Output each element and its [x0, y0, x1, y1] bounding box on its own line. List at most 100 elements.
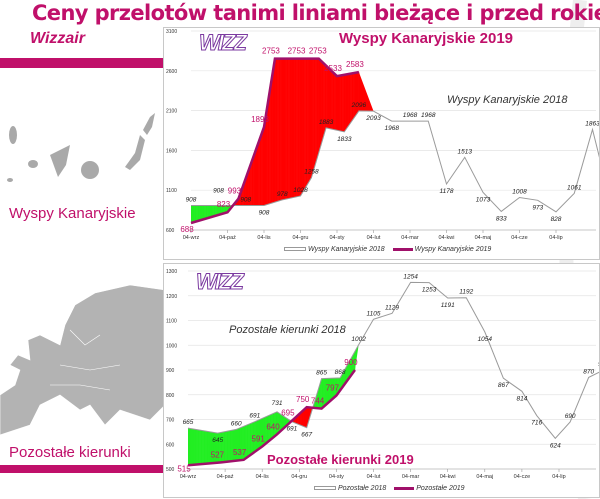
series-title-2018: Wyspy Kanaryjskie 2018: [447, 94, 568, 106]
data-label-2018: 1191: [441, 302, 455, 309]
chart-canvas: 500 600 700 800 900 1000 1100 1200 1300 04-wrz 04-…: [166, 269, 599, 480]
x-tick-label: 04-gru: [293, 235, 309, 241]
data-label-2018: 870: [583, 368, 594, 375]
data-label-2018: 865: [316, 370, 327, 377]
region-label-canary: Wyspy Kanaryjskie: [9, 205, 136, 222]
data-label-2018: 908: [259, 209, 270, 216]
chart-legend: Pozostałe 2018 Pozostałe 2019: [314, 485, 465, 492]
x-tick-label: 04-lip: [549, 235, 562, 241]
y-tick-label: 2600: [166, 69, 177, 75]
data-label-2019: 823: [217, 200, 231, 209]
data-label-2019: 2753: [288, 47, 306, 56]
data-label-2019: 2583: [346, 60, 364, 69]
data-label-2018: 828: [551, 216, 562, 223]
x-tick-label: 04-maj: [475, 235, 492, 241]
y-tick-label: 600: [166, 442, 175, 448]
data-label-2018: 1863: [585, 120, 599, 127]
y-tick-label: 900: [166, 368, 175, 374]
x-tick-label: 04-wrz: [180, 474, 197, 480]
data-label-2019: 750: [296, 395, 310, 404]
data-label-2018: 1513: [458, 148, 473, 155]
y-tick-label: 800: [166, 393, 175, 399]
data-label-2018: 1178: [440, 188, 454, 195]
wizz-logo: WIZZ: [199, 30, 248, 56]
data-label-2019: 640: [266, 422, 280, 431]
y-tick-label: 2100: [166, 109, 177, 115]
data-label-2018: 900: [598, 361, 599, 368]
data-label-2018: 2096: [351, 102, 367, 109]
data-label-2018: 690: [565, 413, 576, 420]
legend-swatch-2018: [284, 247, 306, 252]
page-subtitle: Wizzair: [30, 30, 85, 47]
data-label-2018: 660: [231, 420, 242, 427]
data-label-2018: 2093: [365, 115, 381, 122]
series-line-2018: [187, 281, 599, 440]
series-title-2019: Pozostałe kierunki 2019: [267, 452, 414, 467]
data-label-2018: 1883: [319, 119, 334, 126]
canary-islands-map: [7, 113, 155, 182]
data-label-2018: 833: [496, 215, 507, 222]
x-tick-label: 04-lut: [367, 235, 381, 241]
data-label-2018: 1073: [476, 196, 491, 203]
y-tick-label: 600: [166, 228, 175, 234]
data-label-2018: 814: [516, 395, 527, 402]
x-tick-label: 04-paź: [219, 235, 236, 241]
data-label-2018: 973: [532, 204, 543, 211]
legend-label: Wyspy Kanaryjskie 2018: [308, 246, 385, 253]
wizz-logo: WIZZ: [196, 269, 245, 295]
series-line-2018: [191, 110, 599, 213]
chart-legend: Wyspy Kanaryjskie 2018 Wyspy Kanaryjskie…: [284, 246, 491, 253]
y-tick-label: 1300: [166, 269, 177, 275]
page-title: Ceny przelotów tanimi liniami bieżące i …: [32, 1, 600, 25]
data-label-2018: 665: [183, 419, 194, 426]
x-tick-label: 04-paź: [217, 474, 234, 480]
chart-canvas: 600 1100 1600 2100 2600 3100 04-wrz 04-paź 04-li…: [166, 29, 599, 241]
data-label-2019: 537: [233, 448, 247, 457]
y-tick-label: 1600: [166, 148, 177, 154]
legend-item-2018: Wyspy Kanaryjskie 2018: [284, 246, 385, 253]
data-label-2019: 2533: [324, 64, 342, 73]
series-title-2018: Pozostałe kierunki 2018: [229, 324, 346, 336]
legend-swatch-2019: [392, 247, 413, 251]
data-label-2019: 1893: [251, 115, 269, 124]
legend-label: Wyspy Kanaryjskie 2019: [414, 246, 492, 253]
data-label-2019: 688: [180, 225, 194, 234]
data-label-2018: 1833: [337, 136, 352, 143]
x-tick-label: 04-gru: [291, 474, 307, 480]
data-label-2018: 731: [272, 400, 283, 407]
region-label-other: Pozostałe kierunki: [9, 444, 131, 461]
y-tick-label: 700: [166, 418, 175, 424]
data-label-2018: 908: [186, 196, 197, 203]
x-tick-label: 04-maj: [476, 474, 493, 480]
data-label-2018: 1253: [422, 287, 437, 294]
data-label-2018: 978: [277, 191, 288, 198]
data-label-2018: 867: [498, 382, 509, 389]
data-label-2018: 1002: [351, 336, 366, 343]
data-label-2018: 1054: [478, 336, 493, 343]
data-label-2019: 993: [228, 187, 242, 196]
data-label-2018: 716: [531, 420, 542, 427]
x-tick-label: 04-wrz: [183, 235, 200, 241]
y-tick-label: 500: [166, 467, 175, 473]
data-label-2018: 1968: [385, 125, 400, 132]
data-label-2019: 744: [311, 397, 325, 406]
europe-map: [0, 285, 165, 435]
x-tick-label: 04-lis: [256, 474, 269, 480]
x-tick-label: 04-sty: [330, 235, 345, 241]
x-tick-label: 04-cze: [511, 235, 528, 241]
data-label-2019: 900: [344, 358, 358, 367]
data-label-2018: 868: [335, 369, 346, 376]
x-tick-label: 04-kwi: [439, 235, 455, 241]
data-label-2018: 1192: [459, 289, 473, 296]
difference-area: [354, 344, 359, 370]
x-tick-label: 04-lis: [257, 235, 270, 241]
data-label-2018: 1258: [304, 169, 319, 176]
x-tick-label: 04-mar: [402, 474, 420, 480]
legend-item-2019: Wyspy Kanaryjskie 2019: [392, 246, 492, 253]
data-label-2018: 1028: [293, 187, 308, 194]
data-label-2018: 1105: [367, 310, 381, 317]
x-tick-label: 04-sty: [329, 474, 344, 480]
data-label-2018: 1008: [512, 189, 527, 196]
data-label-2019: 515: [177, 464, 191, 473]
y-tick-label: 1100: [166, 188, 177, 194]
